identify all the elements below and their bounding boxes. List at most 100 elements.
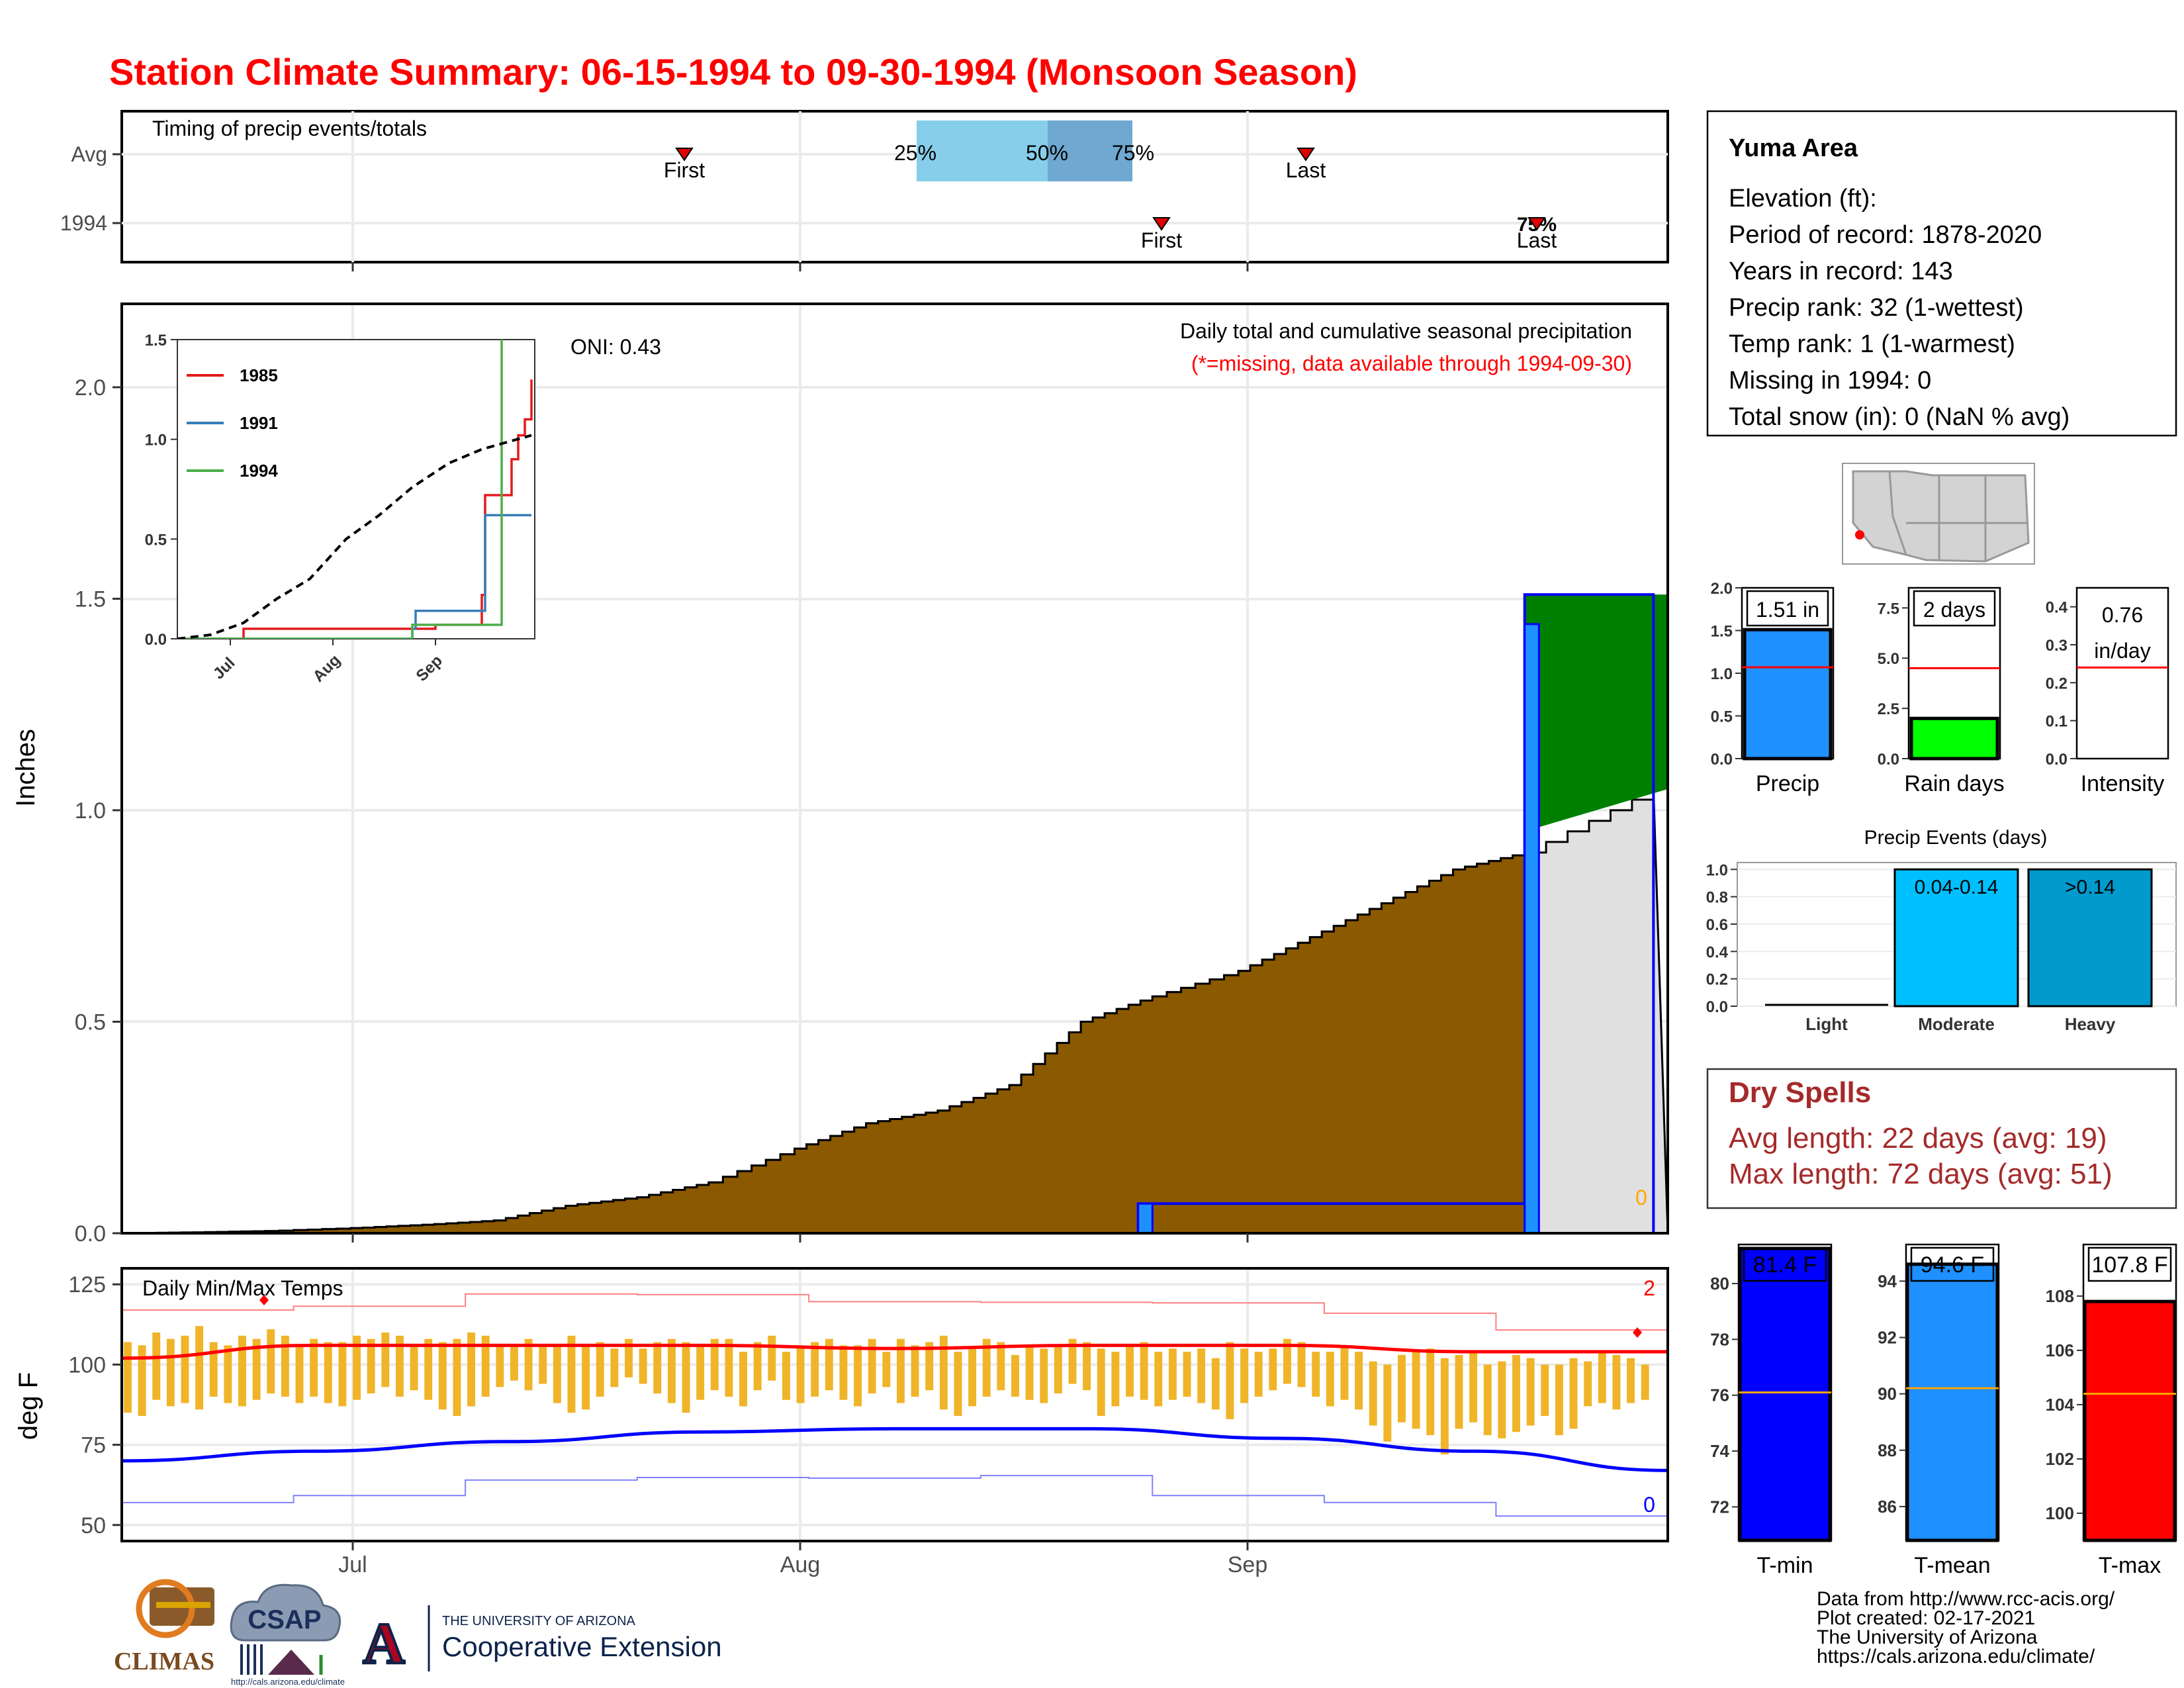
- info-years: Years in record: 143: [1729, 258, 1953, 285]
- daily-temp-bar-87: [1355, 1352, 1363, 1410]
- daily-temp-bar-40: [682, 1342, 690, 1413]
- daily-temp-bar-107: [1641, 1364, 1649, 1400]
- timing-iqr-low: [917, 120, 1048, 181]
- mini-value-label-2: 0.76: [2102, 603, 2143, 627]
- daily-temp-bar-58: [939, 1335, 948, 1410]
- events-tick-label: 0.2: [1706, 971, 1728, 989]
- temp-summary-tick-label: 104: [2046, 1395, 2075, 1415]
- csap-url: http://cals.arizona.edu/climate: [231, 1677, 345, 1687]
- pct-75-label: 75%: [1112, 141, 1154, 165]
- events-tick-label: 0.6: [1706, 916, 1728, 934]
- temp-summary-value-0: 81.4 F: [1753, 1252, 1817, 1278]
- daily-temp-bar-101: [1555, 1364, 1563, 1436]
- dry-spells-avg: Avg length: 22 days (avg: 19): [1729, 1122, 2107, 1154]
- inset-legend-label-1985: 1985: [240, 365, 278, 385]
- year-first-marker: [1152, 217, 1171, 231]
- mini-value-label-0: 1.51 in: [1756, 598, 1819, 622]
- daily-temp-bar-105: [1612, 1354, 1621, 1410]
- daily-temp-bar-44: [739, 1352, 747, 1407]
- map-region-shape: [1852, 470, 2030, 563]
- main-ytick-label: 2.0: [75, 375, 106, 400]
- daily-temp-bar-26: [481, 1335, 490, 1397]
- daily-temp-bar-16: [338, 1342, 347, 1407]
- inset-ytick-label: 1.0: [145, 432, 167, 449]
- timing-row-year: 1994: [60, 211, 107, 235]
- info-missing: Missing in 1994: 0: [1729, 367, 1931, 395]
- mini-value-label-1: 2 days: [1923, 598, 1985, 622]
- daily-temp-bar-65: [1040, 1348, 1048, 1403]
- dry-spells-frame: [1706, 1068, 2177, 1209]
- cumulative-avg-brown: [122, 851, 1525, 1233]
- info-elevation: Elevation (ft):: [1729, 185, 1877, 212]
- year-last-marker: [1527, 217, 1546, 231]
- daily-temp-bar-54: [882, 1352, 891, 1387]
- record-low-line: [122, 1475, 1668, 1517]
- mini-bar-rain-days: [1909, 716, 1999, 761]
- daily-temp-bar-69: [1097, 1348, 1105, 1416]
- credits: Data from http://www.rcc-acis.org/ Plot …: [1817, 1588, 2115, 1667]
- temp-ytick-label: 75: [81, 1433, 106, 1458]
- daily-temp-bar-5: [181, 1335, 189, 1403]
- ua-small-text: THE UNIVERSITY OF ARIZONA: [442, 1614, 636, 1628]
- missing-note: (*=missing, data available through 1994-…: [1191, 352, 1632, 375]
- daily-temp-bar-89: [1383, 1364, 1392, 1442]
- timing-label: Timing of precip events/totals: [152, 117, 427, 140]
- avg-min-temp-line: [122, 1427, 1668, 1472]
- events-category-light: Light: [1805, 1014, 1848, 1034]
- station-location-dot: [1855, 530, 1864, 539]
- daily-precip-bar-1: [1137, 1202, 1154, 1233]
- mini-tick-label: 0.1: [2046, 713, 2068, 731]
- temp-summary-bar-t-min: [1738, 1246, 1832, 1542]
- temp-ytick-label: 125: [68, 1272, 106, 1297]
- climas-logo: CLIMAS: [114, 1579, 214, 1675]
- daily-temp-bar-81: [1269, 1348, 1277, 1391]
- daily-temp-bar-2: [138, 1345, 146, 1416]
- daily-temp-bar-34: [596, 1342, 604, 1397]
- inset-line-1994: [177, 340, 503, 639]
- daily-temp-bar-99: [1526, 1358, 1535, 1426]
- csap-text: CSAP: [248, 1605, 321, 1634]
- mini-tick-label: 5.0: [1878, 650, 1899, 668]
- x-tick-sep: Sep: [1228, 1552, 1268, 1577]
- mini-tick-label: 2.5: [1878, 700, 1899, 718]
- daily-temp-bar-52: [854, 1345, 862, 1407]
- daily-temp-bar-90: [1398, 1354, 1406, 1423]
- precip-events-chart: Precip Events (days) 0.0 0.2 0.4 0.6 0.8 1.0 L…: [1706, 827, 2177, 1034]
- daily-temp-bar-106: [1627, 1358, 1635, 1403]
- dry-spells-title: Dry Spells: [1729, 1076, 1871, 1109]
- temp-panel-frame: [120, 1267, 1669, 1542]
- mini-tick-label: 1.0: [1711, 665, 1733, 683]
- temp-summary-tick-label: 88: [1878, 1440, 1897, 1460]
- x-tick-aug: Aug: [780, 1552, 821, 1577]
- daily-temp-bar-60: [968, 1348, 977, 1407]
- main-ytick-label: 0.5: [75, 1010, 106, 1035]
- daily-temp-bar-29: [524, 1338, 533, 1391]
- daily-temp-bar-79: [1240, 1348, 1249, 1403]
- daily-temp-bar-77: [1211, 1358, 1220, 1410]
- csap-logo: CSAP http://cals.arizona.edu/climate: [230, 1583, 345, 1687]
- daily-temp-bar-95: [1469, 1352, 1478, 1423]
- daily-temp-bar-14: [310, 1338, 318, 1397]
- daily-temp-bar-47: [782, 1352, 790, 1400]
- temp-summary-tick-label: 90: [1878, 1384, 1897, 1404]
- daily-temp-bar-94: [1455, 1354, 1463, 1429]
- daily-temp-bar-19: [381, 1332, 390, 1387]
- temp-summary-axis-label-1: T-mean: [1914, 1553, 1990, 1578]
- timing-panel: Timing of precip events/totals Avg 1994 …: [60, 110, 1669, 271]
- events-category-moderate: Moderate: [1918, 1014, 1995, 1034]
- record-high-line: [122, 1293, 1668, 1331]
- temp-summary-value-box-2: [2087, 1246, 2172, 1282]
- oni-label: ONI: 0.43: [570, 335, 661, 359]
- precip-events-title: Precip Events (days): [1864, 827, 2048, 849]
- mini-tick-label: 0.4: [2046, 599, 2068, 617]
- mini-tick-label: 0.3: [2046, 637, 2068, 655]
- daily-temp-bar-51: [839, 1345, 848, 1400]
- locator-map: [1842, 463, 2035, 565]
- daily-temp-bar-56: [911, 1345, 919, 1397]
- events-category-heavy: Heavy: [2065, 1014, 2116, 1034]
- daily-temp-bar-33: [582, 1345, 590, 1410]
- mini-tick-label: 0.5: [1711, 708, 1733, 726]
- avg-first-marker: [675, 148, 694, 162]
- daily-temp-bar-86: [1340, 1345, 1349, 1400]
